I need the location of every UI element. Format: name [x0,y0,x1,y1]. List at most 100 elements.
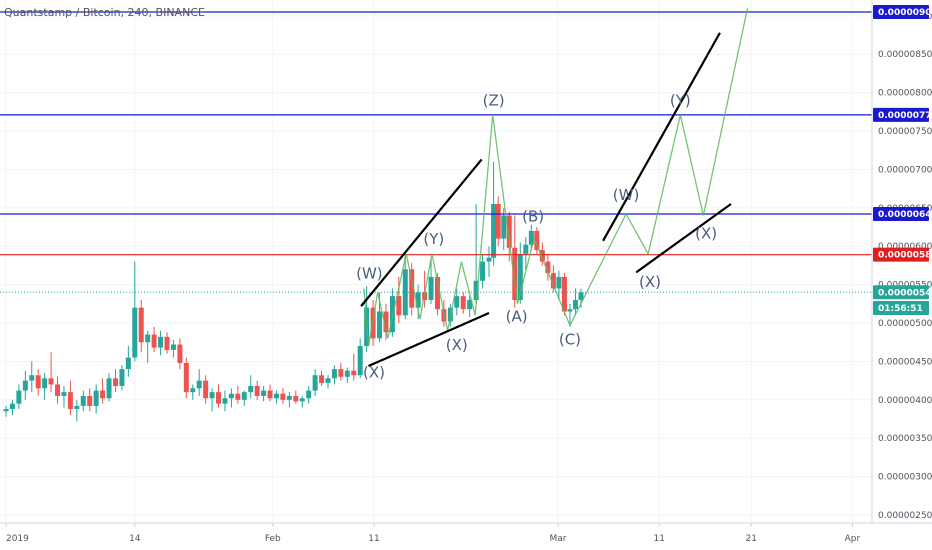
wave-label: (Y) [423,230,444,248]
candle-body [67,392,73,410]
candle [523,237,529,270]
y-tick-label: 0.00000800 [878,89,932,99]
candle [460,292,466,314]
candle [100,378,106,404]
candle [87,388,93,412]
candle [106,372,112,402]
candle [556,270,562,300]
candle-body [9,403,15,410]
candle-body [473,280,479,300]
candle-body [273,393,279,399]
candle-body [578,292,584,300]
candle-body [434,276,440,310]
candle [222,390,228,412]
candle-body [132,307,138,358]
candle-body [480,261,486,281]
candle [61,385,67,408]
candle-body [486,257,492,262]
candle-body [454,296,460,308]
candle-body [267,390,273,399]
candle [409,263,415,316]
candle [312,369,318,396]
candle [338,362,344,381]
candle [467,296,473,317]
candle [67,380,73,416]
candle-body [22,380,28,391]
candle-body [409,269,415,308]
candle-body [216,392,222,404]
candle [383,303,389,340]
wave-label: (X) [446,336,468,354]
candle-body [177,344,183,363]
candle-body [512,247,518,300]
candle-body [312,375,318,391]
candle [209,388,215,412]
candle-body [517,253,523,300]
level-tag-label: 0.00000642 [878,210,932,220]
candle [319,370,325,386]
candle [254,380,260,400]
candle [177,338,183,370]
candle [473,203,479,304]
candle-body [203,380,209,399]
candle-body [286,395,292,400]
candle-body [209,392,215,399]
candle [351,353,357,381]
wave-overlay: (W) (X) (Y) (X) (Z) (A) (B) (C) (W) (X) (Y) (X) (Z) [356,0,757,382]
wave-label: (Z) [483,92,505,110]
candle [74,399,80,422]
candle [16,384,22,410]
candle-body [119,369,125,386]
trend-line [368,312,490,368]
candle [29,361,35,393]
candle [545,253,551,281]
candle-body [344,370,350,377]
candle [151,326,157,353]
level-tag-label: 0.00000589 [878,251,932,261]
countdown-label: 01:56:51 [878,304,923,314]
candle-body [48,378,54,385]
candle [235,385,241,404]
candle-body [491,203,497,258]
time-axis: 201914Feb11Mar1121Apr15May13 [0,522,932,550]
candle-body [87,395,93,406]
level-tag-label: 0.00000540 [878,288,932,298]
candle-body [415,292,421,308]
candle-body [299,398,305,402]
candle [125,346,131,377]
candle [480,253,486,289]
candle [93,384,99,414]
trend-line [635,203,732,274]
candle [190,384,196,400]
x-tick-label: Mar [550,534,567,544]
y-tick-label: 0.00000300 [878,473,932,483]
y-tick-label: 0.00000400 [878,396,932,406]
candle [293,390,299,404]
candle-body [80,395,86,406]
candle [561,273,567,316]
candle-body [383,311,389,333]
candle-body [190,388,196,393]
candle [183,357,189,399]
candle-body [125,357,131,370]
candle [396,276,402,324]
candle-body [145,334,151,343]
candle-body [528,230,534,245]
candle-body [539,250,545,262]
candle [3,405,9,417]
candle [9,399,15,416]
candle [306,385,312,404]
candle-body [396,296,402,316]
candle [357,338,363,379]
x-tick-label: 21 [745,534,756,544]
candle [170,339,176,358]
level-tag [873,5,929,19]
candle-body [338,369,344,377]
candle [528,224,534,251]
candle [216,384,222,408]
candle-body [241,392,247,400]
y-tick-label: 0.00000850 [878,50,932,60]
candle [331,365,337,385]
wave-label: (W) [356,264,383,282]
